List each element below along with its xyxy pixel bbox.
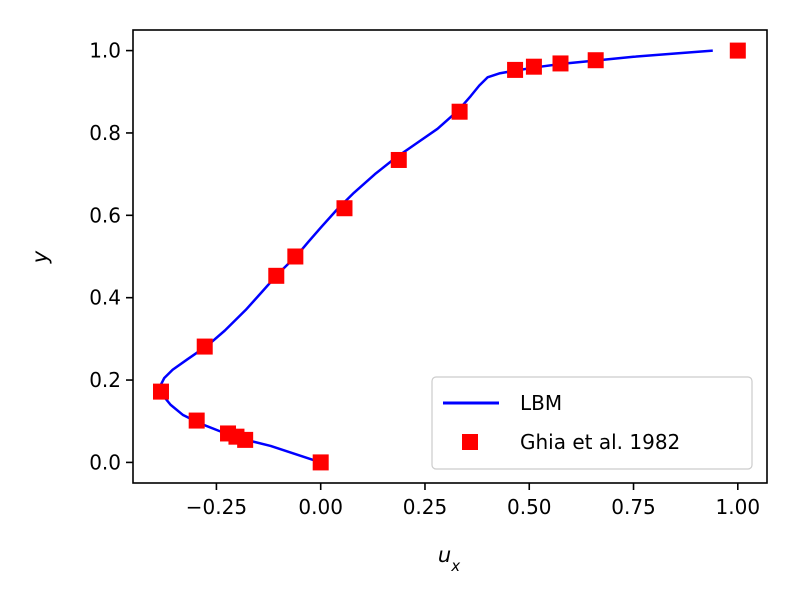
x-axis-label: ux [438, 543, 460, 575]
x-axis-label-main: u [438, 543, 451, 567]
x-axis: −0.25 0.00 0.25 0.50 0.75 1.00 [186, 483, 760, 519]
y-tick-label: 1.0 [89, 39, 121, 63]
y-tick-label: 0.4 [89, 286, 121, 310]
data-point-ghia [729, 42, 746, 59]
data-point-ghia [188, 412, 205, 429]
y-axis-label: y [28, 250, 52, 264]
data-point-ghia [237, 431, 254, 448]
legend-label-lbm: LBM [520, 391, 562, 415]
data-point-ghia [196, 338, 213, 355]
x-tick-label: 0.75 [611, 495, 656, 519]
x-tick-label: 0.50 [507, 495, 552, 519]
x-axis-label-sub: x [450, 557, 460, 575]
y-tick-label: 0.8 [89, 121, 121, 145]
data-point-ghia [552, 55, 569, 72]
data-point-ghia [336, 200, 353, 217]
legend-frame [431, 376, 753, 470]
x-tick-label: −0.25 [186, 495, 247, 519]
data-point-ghia [287, 248, 304, 265]
plot-area [132, 29, 768, 484]
legend: LBM Ghia et al. 1982 [431, 376, 753, 470]
data-point-ghia [525, 58, 542, 75]
data-point-ghia [312, 454, 329, 471]
plot-frame [132, 29, 768, 484]
data-point-ghia [587, 52, 604, 69]
data-point-ghia [152, 383, 169, 400]
y-tick-label: 0.0 [89, 450, 121, 474]
legend-square-swatch [462, 434, 478, 450]
data-point-ghia [507, 61, 524, 78]
data-point-ghia [390, 151, 407, 168]
legend-label-ghia: Ghia et al. 1982 [520, 430, 680, 454]
y-tick-label: 0.6 [89, 203, 121, 227]
x-tick-label: 0.25 [403, 495, 448, 519]
x-tick-label: 1.00 [716, 495, 761, 519]
x-tick-label: 0.00 [298, 495, 343, 519]
data-point-ghia [451, 103, 468, 120]
data-point-ghia [268, 267, 285, 284]
y-axis: 0.0 0.2 0.4 0.6 0.8 1.0 [89, 39, 133, 474]
y-tick-label: 0.2 [89, 368, 121, 392]
